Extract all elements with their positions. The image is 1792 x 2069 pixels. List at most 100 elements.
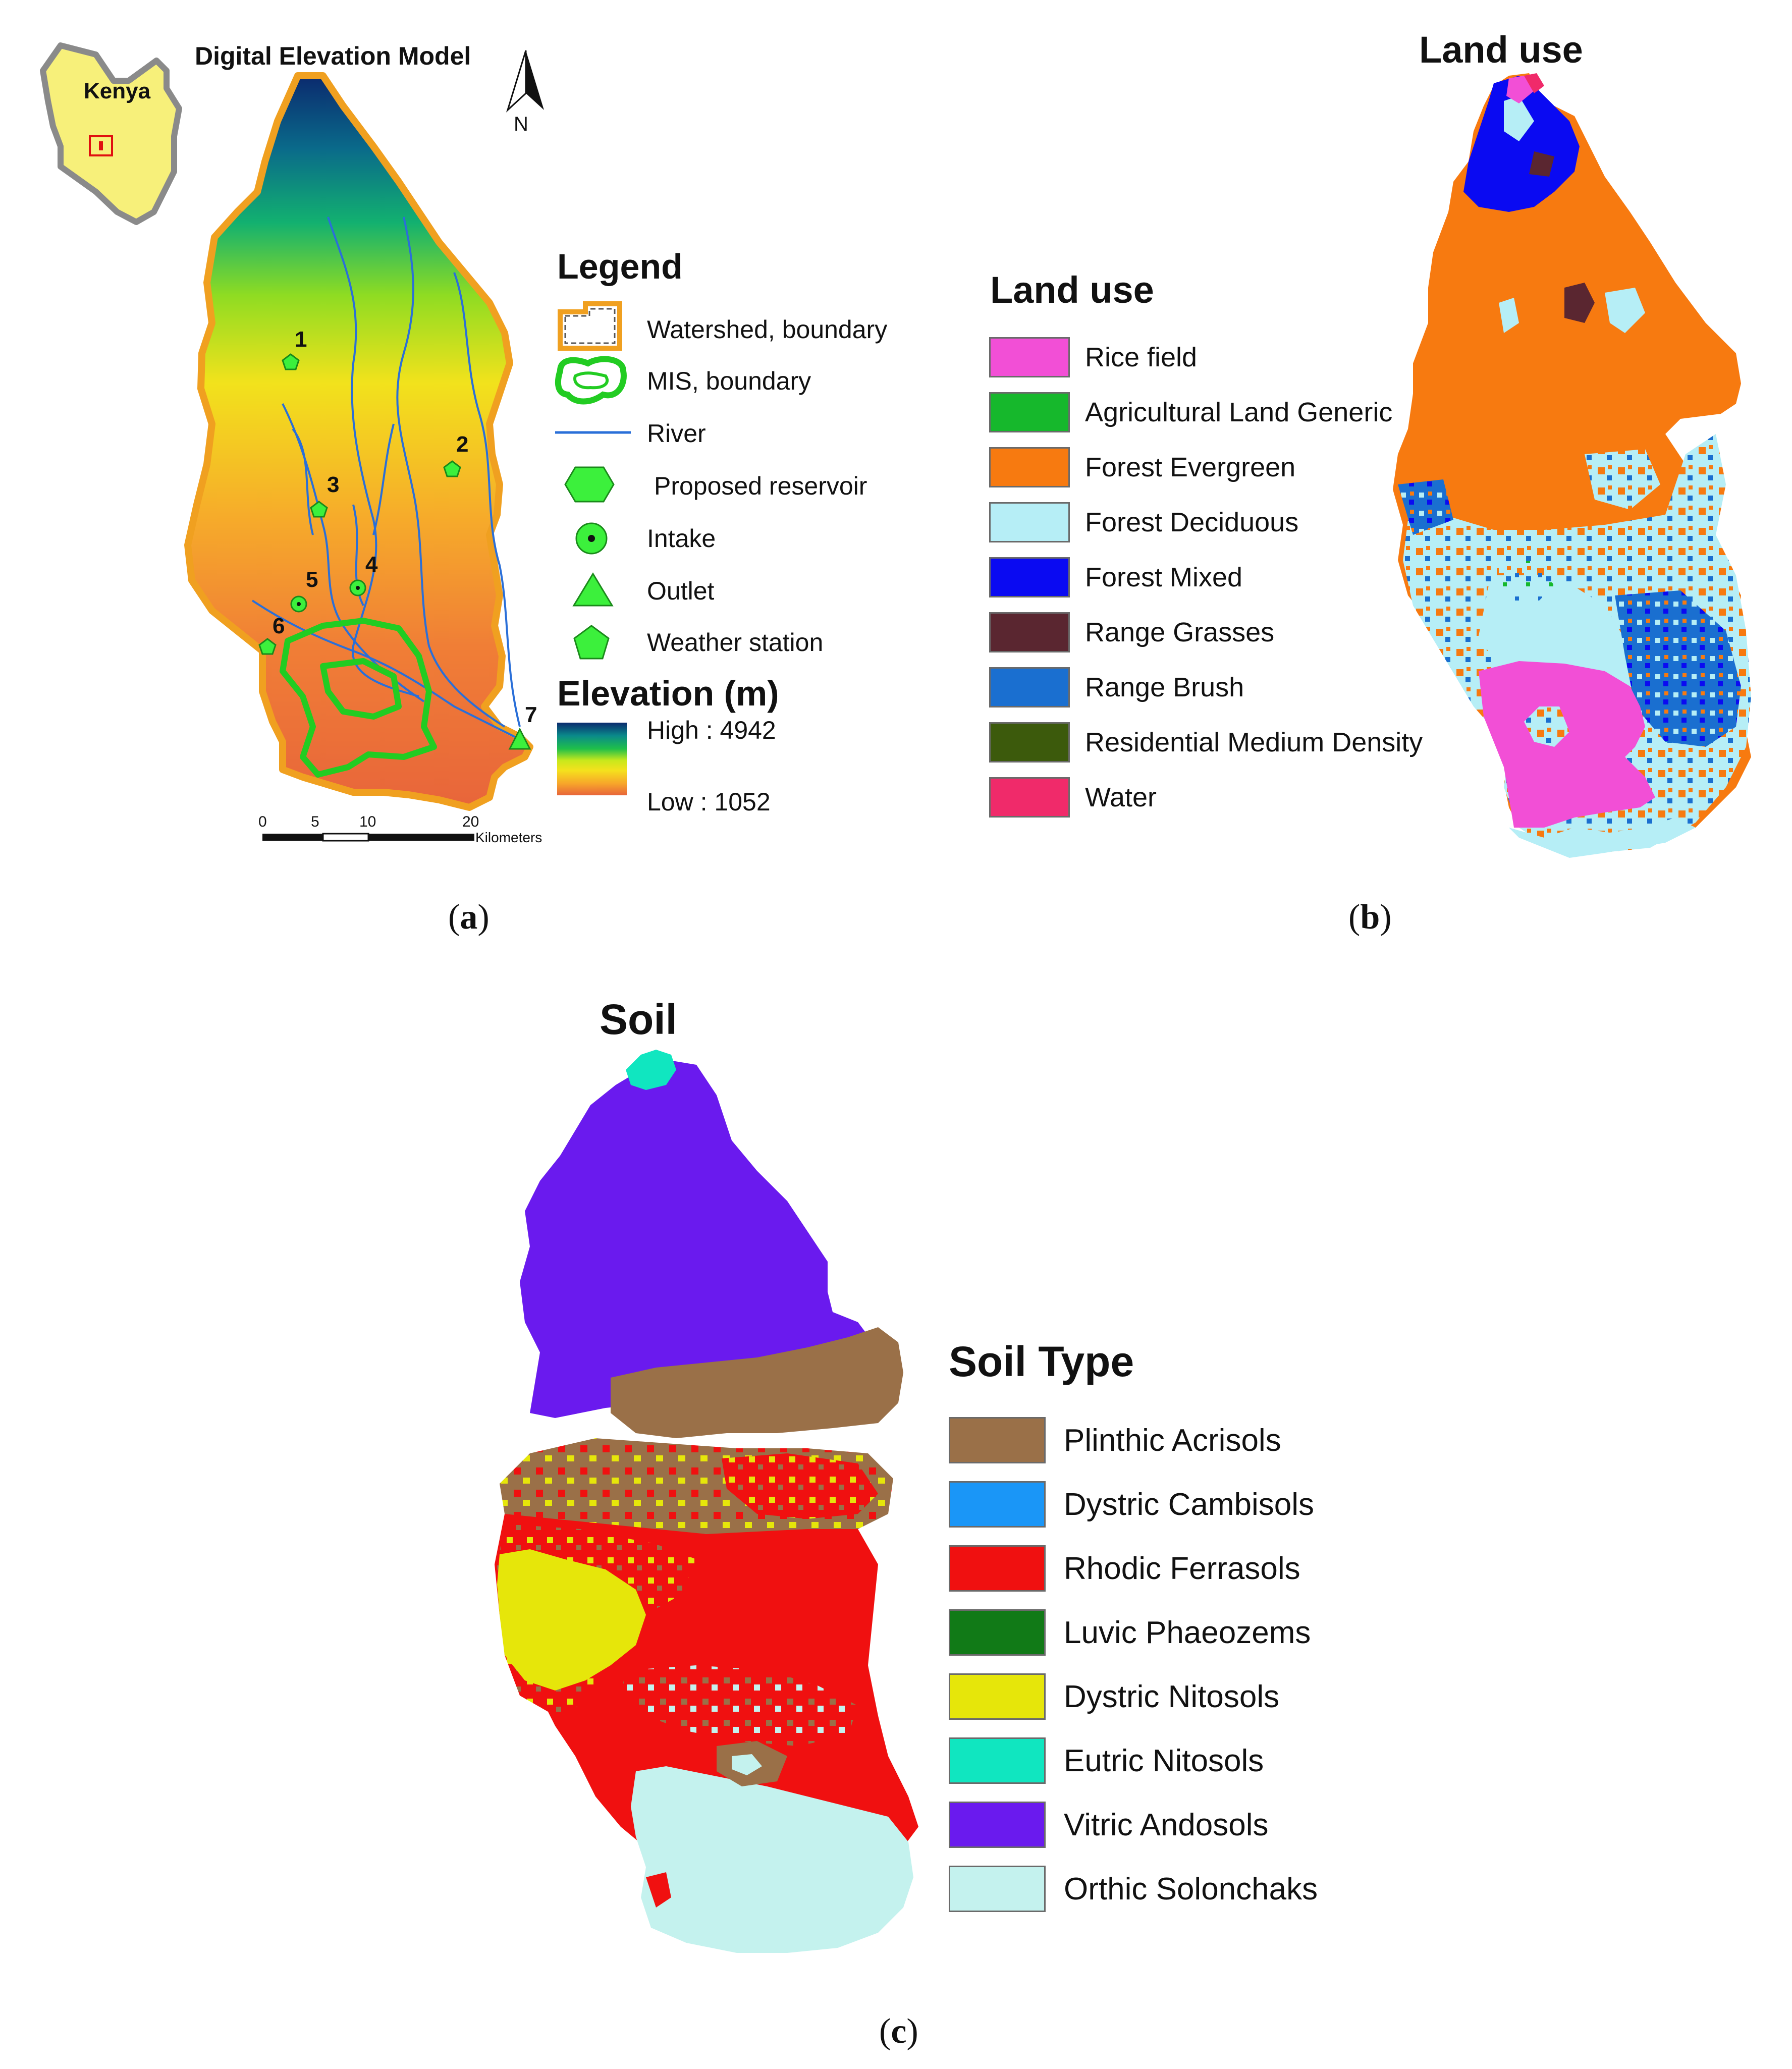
scale-bar bbox=[262, 833, 474, 842]
elevation-ramp bbox=[557, 723, 627, 795]
soil-label: Eutric Nitosols bbox=[1064, 1743, 1264, 1778]
elevation-high: High : 4942 bbox=[647, 716, 776, 744]
landuse-label: Range Grasses bbox=[1085, 617, 1275, 647]
landuse-label: Forest Evergreen bbox=[1085, 452, 1296, 482]
soil-label: Plinthic Acrisols bbox=[1064, 1423, 1281, 1458]
legend-label-intake: Intake bbox=[647, 524, 716, 553]
panel-label-c: (c) bbox=[879, 2012, 918, 2051]
panel-label-b-letter: b bbox=[1360, 898, 1380, 937]
soil-eutric-nitosols bbox=[626, 1050, 676, 1090]
soil-swatch bbox=[949, 1673, 1046, 1720]
soil-label: Orthic Solonchaks bbox=[1064, 1871, 1318, 1907]
hexagon-icon bbox=[564, 466, 615, 503]
soil-plinthic-acrisols bbox=[611, 1327, 903, 1438]
soil-label: Rhodic Ferrasols bbox=[1064, 1551, 1300, 1586]
legend-label-reservoir: Proposed reservoir bbox=[654, 472, 867, 500]
point-label-1: 1 bbox=[295, 327, 307, 352]
legend-label-watershed: Watershed, boundary bbox=[647, 315, 888, 344]
scale-tick-20: 20 bbox=[462, 813, 479, 830]
landuse-legend-item: Forest Evergreen bbox=[989, 447, 1295, 487]
landuse-swatch bbox=[989, 777, 1070, 818]
point-label-7: 7 bbox=[525, 702, 537, 727]
soil-label: Luvic Phaeozems bbox=[1064, 1615, 1311, 1650]
soil-legend-item: Dystric Cambisols bbox=[949, 1481, 1314, 1528]
landuse-label: Agricultural Land Generic bbox=[1085, 397, 1393, 427]
soil-swatch bbox=[949, 1481, 1046, 1528]
kenya-inset-locator bbox=[89, 135, 113, 156]
soil-label: Vitric Andosols bbox=[1064, 1807, 1269, 1842]
north-arrow-icon bbox=[506, 50, 544, 113]
landuse-label: Rice field bbox=[1085, 342, 1198, 372]
soil-vitric-andosols bbox=[520, 1060, 873, 1418]
landuse-label: Water bbox=[1085, 782, 1157, 812]
landuse-label: Forest Mixed bbox=[1085, 562, 1243, 592]
soil-legend-item: Orthic Solonchaks bbox=[949, 1866, 1318, 1912]
dem-watershed-raster bbox=[184, 72, 533, 811]
point-label-3: 3 bbox=[327, 472, 340, 497]
landuse-legend-title: Land use bbox=[990, 269, 1154, 311]
dem-legend-icons bbox=[555, 301, 631, 795]
landuse-swatch bbox=[989, 667, 1070, 707]
landuse-legend-item: Range Grasses bbox=[989, 612, 1274, 652]
dem-legend-title: Legend bbox=[557, 247, 683, 286]
landuse-title: Land use bbox=[1419, 29, 1583, 71]
weather-station-icon bbox=[282, 353, 300, 370]
soil-legend-title: Soil Type bbox=[949, 1338, 1134, 1385]
soil-legend-item: Dystric Nitosols bbox=[949, 1673, 1279, 1720]
outlet-icon bbox=[508, 727, 531, 750]
weather-station-icon bbox=[443, 460, 461, 477]
landuse-legend-item: Range Brush bbox=[989, 667, 1244, 707]
elevation-title: Elevation (m) bbox=[557, 674, 779, 713]
landuse-map bbox=[1393, 73, 1751, 858]
soil-swatch bbox=[949, 1417, 1046, 1463]
dem-map bbox=[184, 72, 533, 811]
landuse-swatch bbox=[989, 612, 1070, 652]
legend-label-weather-station: Weather station bbox=[647, 628, 824, 657]
point-label-2: 2 bbox=[456, 432, 469, 457]
landuse-swatch bbox=[989, 447, 1070, 487]
landuse-label: Range Brush bbox=[1085, 672, 1244, 702]
soil-legend-item: Vitric Andosols bbox=[949, 1802, 1269, 1848]
soil-orthic-solonchaks bbox=[631, 1766, 913, 1953]
watershed-boundary-icon bbox=[558, 301, 622, 351]
landuse-swatch bbox=[989, 502, 1070, 542]
soil-legend-item: Luvic Phaeozems bbox=[949, 1609, 1311, 1656]
landuse-label: Residential Medium Density bbox=[1085, 727, 1423, 757]
weather-station-icon bbox=[258, 638, 277, 655]
soil-swatch bbox=[949, 1545, 1046, 1592]
mis-boundary-icon bbox=[555, 356, 627, 405]
panel-label-a: (a) bbox=[448, 898, 490, 937]
soil-dystric-nitosols bbox=[497, 1549, 646, 1691]
soil-swatch bbox=[949, 1737, 1046, 1784]
point-label-6: 6 bbox=[273, 614, 285, 638]
panel-label-a-letter: a bbox=[460, 898, 478, 937]
soil-legend-item: Rhodic Ferrasols bbox=[949, 1545, 1300, 1592]
point-label-5: 5 bbox=[306, 567, 318, 592]
landuse-legend-item: Residential Medium Density bbox=[989, 722, 1423, 763]
panel-label-b: (b) bbox=[1348, 898, 1392, 937]
landuse-forest-mixed bbox=[1463, 76, 1580, 212]
scale-tick-0: 0 bbox=[258, 813, 267, 830]
landuse-legend-item: Agricultural Land Generic bbox=[989, 392, 1392, 432]
soil-map bbox=[495, 1050, 918, 1953]
soil-label: Dystric Cambisols bbox=[1064, 1487, 1315, 1522]
kenya-inset-map bbox=[40, 42, 182, 225]
soil-legend-item: Eutric Nitosols bbox=[949, 1737, 1264, 1784]
mis-boundary bbox=[280, 618, 437, 778]
point-label-4: 4 bbox=[365, 552, 378, 577]
landuse-swatch bbox=[989, 557, 1070, 597]
watershed-boundary-inner bbox=[564, 308, 616, 344]
legend-label-outlet: Outlet bbox=[647, 577, 715, 605]
soil-title: Soil bbox=[600, 996, 678, 1043]
scale-unit: Kilometers bbox=[475, 830, 542, 845]
landuse-legend-item: Forest Mixed bbox=[989, 557, 1242, 597]
landuse-swatch bbox=[989, 392, 1070, 432]
landuse-swatch bbox=[989, 722, 1070, 763]
legend-label-mis: MIS, boundary bbox=[647, 367, 811, 395]
kenya-inset-label: Kenya bbox=[84, 79, 151, 103]
soil-swatch bbox=[949, 1802, 1046, 1848]
scale-tick-5: 5 bbox=[311, 813, 319, 830]
landuse-label: Forest Deciduous bbox=[1085, 507, 1299, 537]
soil-label: Dystric Nitosols bbox=[1064, 1679, 1280, 1714]
